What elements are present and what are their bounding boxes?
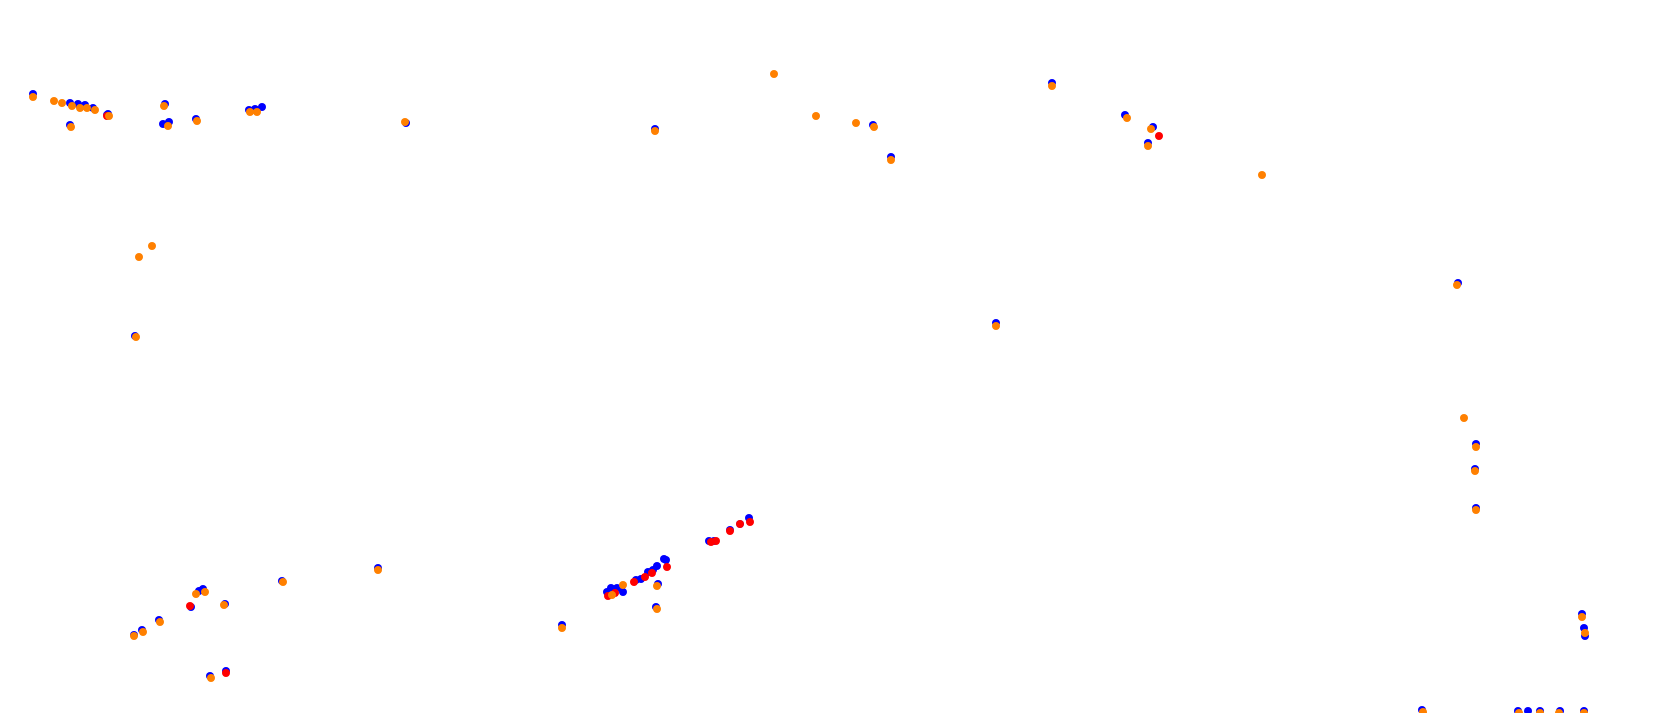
data-point-s0-32 <box>1524 707 1532 713</box>
data-point-s0-23 <box>662 556 670 564</box>
data-point-s2-1 <box>130 632 138 640</box>
data-point-s2-36 <box>76 104 84 112</box>
data-point-s2-37 <box>83 104 91 112</box>
data-point-s2-22 <box>1471 467 1479 475</box>
data-point-s2-32 <box>50 97 58 105</box>
data-point-s2-10 <box>653 605 661 613</box>
data-point-s2-0 <box>207 674 215 682</box>
data-point-s2-23 <box>1472 443 1480 451</box>
data-point-s2-8 <box>374 566 382 574</box>
data-point-s1-0 <box>222 669 230 677</box>
data-point-s2-24 <box>1460 414 1468 422</box>
data-point-s2-20 <box>1578 613 1586 621</box>
data-point-s2-55 <box>1147 125 1155 133</box>
series-2 <box>29 70 1589 713</box>
data-point-s2-3 <box>156 618 164 626</box>
data-point-s2-33 <box>58 99 66 107</box>
data-point-s2-39 <box>105 112 113 120</box>
data-point-s2-34 <box>67 123 75 131</box>
data-point-s2-48 <box>812 112 820 120</box>
data-point-s2-45 <box>401 118 409 126</box>
data-point-s1-12 <box>746 518 754 526</box>
data-point-s2-21 <box>1472 506 1480 514</box>
data-point-s2-52 <box>1048 82 1056 90</box>
data-point-s1-6 <box>648 569 656 577</box>
data-point-s1-5 <box>641 573 649 581</box>
data-points-layer <box>29 70 1589 713</box>
data-point-s2-12 <box>619 581 627 589</box>
data-point-s1-7 <box>663 563 671 571</box>
data-point-s2-4 <box>220 601 228 609</box>
data-point-s2-7 <box>279 578 287 586</box>
data-point-s2-43 <box>253 108 261 116</box>
data-point-s2-41 <box>193 117 201 125</box>
data-point-s2-40 <box>164 122 172 130</box>
data-point-s1-1 <box>186 602 194 610</box>
data-point-s2-15 <box>1515 709 1523 713</box>
data-point-s2-16 <box>1536 709 1544 713</box>
data-point-s2-27 <box>148 242 156 250</box>
data-point-s0-16 <box>619 588 627 596</box>
data-point-s2-19 <box>1581 629 1589 637</box>
data-point-s1-14 <box>1155 132 1163 140</box>
data-point-s2-49 <box>852 119 860 127</box>
data-point-s1-4 <box>630 578 638 586</box>
data-point-s1-9 <box>712 537 720 545</box>
data-point-s2-54 <box>1144 142 1152 150</box>
data-point-s2-38 <box>91 106 99 114</box>
data-point-s2-29 <box>1453 281 1461 289</box>
data-point-s2-13 <box>608 591 616 599</box>
data-point-s2-30 <box>1258 171 1266 179</box>
data-point-s2-11 <box>653 582 661 590</box>
data-point-s2-9 <box>558 624 566 632</box>
data-point-s2-2 <box>139 628 147 636</box>
data-point-s2-17 <box>1555 709 1563 713</box>
data-point-s0-21 <box>653 562 661 570</box>
data-point-s2-14 <box>1419 708 1427 713</box>
data-point-s1-11 <box>736 520 744 528</box>
data-point-s2-53 <box>1123 114 1131 122</box>
data-point-s2-25 <box>132 333 140 341</box>
data-point-s1-10 <box>726 527 734 535</box>
data-point-s2-26 <box>135 253 143 261</box>
data-point-s2-35 <box>68 102 76 110</box>
data-point-s2-31 <box>29 93 37 101</box>
series-1 <box>103 112 1163 677</box>
data-point-s2-44 <box>160 102 168 110</box>
data-point-s2-6 <box>201 588 209 596</box>
data-point-s2-28 <box>992 322 1000 330</box>
data-point-s2-42 <box>246 108 254 116</box>
data-point-s2-47 <box>887 156 895 164</box>
data-point-s2-18 <box>1580 709 1588 713</box>
data-point-s0-59 <box>258 103 266 111</box>
data-point-s2-46 <box>651 127 659 135</box>
data-point-s2-50 <box>870 123 878 131</box>
data-point-s2-5 <box>192 590 200 598</box>
data-point-s2-51 <box>770 70 778 78</box>
